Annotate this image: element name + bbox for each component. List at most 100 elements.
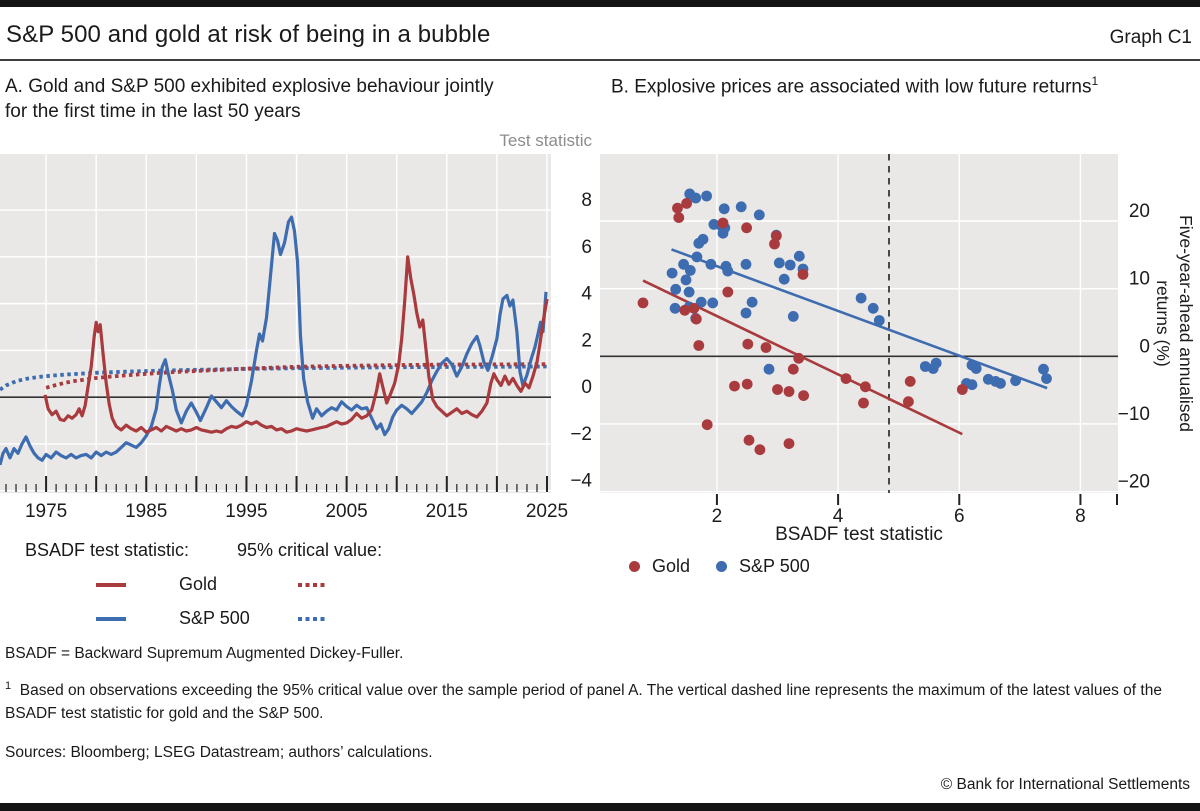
page-title: S&P 500 and gold at risk of being in a b… (6, 21, 491, 48)
sp500-scatter-point (773, 257, 785, 269)
panel-a: A. Gold and S&P 500 exhibited explosive … (0, 74, 600, 629)
gold-scatter-point (860, 381, 871, 393)
svg-text:2: 2 (581, 330, 592, 351)
gold-scatter-point (903, 396, 914, 408)
sp500-scatter-point (787, 311, 799, 322)
sp500-scatter-point (707, 297, 719, 309)
sp500-scatter-point (669, 302, 681, 314)
bottom-border-bar (0, 803, 1200, 811)
svg-text:0: 0 (1139, 336, 1150, 357)
gold-critical-line (45, 362, 548, 390)
svg-text:1985: 1985 (125, 501, 167, 522)
gold-scatter-point (679, 304, 691, 316)
sp500-scatter-point (930, 357, 942, 369)
gold-scatter-point (770, 230, 782, 242)
sp500-scatter-point (855, 292, 867, 304)
panel-a-heading: A. Gold and S&P 500 exhibited explosive … (5, 76, 494, 123)
sp500-scatter-point (666, 267, 678, 279)
gold-scatter-point (783, 438, 795, 449)
panel-b-ylabel-line1: Five-year-ahead annualised (1176, 215, 1196, 432)
svg-text:2025: 2025 (526, 501, 568, 522)
panel-a-legend: BSADF test statistic: 95% critical value… (0, 540, 600, 629)
gold-scatter-point (858, 397, 869, 409)
sp500-dot-swatch (716, 561, 728, 572)
gold-scatter-point (741, 378, 753, 390)
svg-text:8: 8 (581, 190, 592, 211)
sp500-scatter-point (753, 209, 765, 221)
gold-scatter-point (681, 198, 692, 209)
svg-text:4: 4 (581, 284, 592, 305)
panel-a-legend-header: BSADF test statistic: 95% critical value… (0, 540, 600, 561)
panel-b-heading: B. Explosive prices are associated with … (600, 74, 1200, 128)
sp500-scatter-point (970, 363, 982, 374)
panel-b-chart: 2 4 6 8 20 10 0 −10 −20 BSADF test statistic Five-… (600, 154, 1196, 545)
svg-text:−10: −10 (1118, 404, 1150, 425)
sp500-scatter-point (690, 192, 702, 204)
svg-text:1975: 1975 (25, 501, 67, 522)
panel-b-xlabel: BSADF test statistic (775, 524, 943, 545)
sp500-scatter-point (680, 274, 692, 286)
footnote-1-text: Based on observations exceeding the 95% … (5, 682, 1162, 723)
sources-line: Sources: Bloomberg; LSEG Datastream; aut… (5, 743, 433, 761)
legend-gold-label: Gold (179, 574, 218, 594)
sp500-scatter-point (722, 265, 734, 277)
legend-row-gold: Gold (0, 574, 600, 595)
gold-scatter-point (754, 444, 766, 456)
svg-text:6: 6 (954, 506, 965, 527)
sp500-scatter-point (701, 190, 712, 202)
legend-row-sp500: S&P 500 (0, 608, 600, 629)
sp500-scatter-point (740, 258, 752, 270)
gold-line (43, 255, 549, 434)
svg-text:−2: −2 (570, 424, 592, 445)
sp500-scatter-point (867, 302, 879, 314)
sp500-scatter-point (695, 296, 707, 308)
gold-scatter-point (741, 222, 752, 234)
graph-number-label: Graph C1 (1109, 27, 1192, 48)
svg-text:0: 0 (581, 377, 592, 398)
svg-text:20: 20 (1129, 201, 1150, 222)
svg-text:−4: −4 (570, 471, 592, 492)
panel-b-legend: Gold S&P 500 (600, 556, 1200, 577)
gold-scatter-point (743, 434, 755, 446)
sp500-line-swatch (96, 616, 126, 621)
panel-b-plot-area (600, 154, 1118, 493)
gold-scatter-point (729, 380, 740, 392)
panel-b-footnote-marker: 1 (1091, 74, 1099, 88)
panel-a-chart: 1975 1985 1995 2005 2015 2025 8 6 4 2 0 −2 −4 (0, 154, 592, 522)
copyright-line: © Bank for International Settlements (940, 776, 1190, 794)
gold-scatter-point (717, 217, 729, 229)
sp500-scatter-point (966, 379, 978, 391)
gold-scatter-point (840, 373, 852, 384)
top-border-bar (0, 0, 1200, 7)
gold-scatter-point (772, 384, 783, 395)
sp500-scatter-point (1038, 363, 1049, 375)
svg-text:2005: 2005 (325, 501, 367, 522)
legend-group-critical-label: 95% critical value: (237, 540, 383, 560)
legend-b-sp500-label: S&P 500 (739, 556, 810, 576)
gold-scatter-point (904, 376, 916, 387)
panel-b-heading-text: B. Explosive prices are associated with … (611, 76, 1092, 98)
sp500-scatter-point (784, 259, 796, 271)
gold-scatter-point (797, 269, 809, 280)
gold-scatter-point (722, 286, 734, 298)
svg-text:4: 4 (833, 506, 844, 527)
sp500-scatter-point (683, 286, 695, 298)
gold-scatter-point (673, 212, 685, 223)
legend-b-gold-label: Gold (652, 556, 691, 576)
sp500-scatter-point (763, 363, 775, 375)
sp500-scatter-point (705, 258, 717, 270)
footnote-1-marker: 1 (5, 680, 12, 693)
bsadf-definition: BSADF = Backward Supremum Augmented Dick… (5, 645, 404, 662)
panels-container: A. Gold and S&P 500 exhibited explosive … (0, 74, 1200, 629)
panel-a-axis-note: Test statistic (499, 131, 592, 150)
sp500-critical-swatch (298, 616, 328, 621)
sp500-scatter-point (717, 227, 729, 239)
svg-text:10: 10 (1129, 269, 1150, 290)
sp500-scatter-point (691, 251, 703, 263)
gold-scatter-point (783, 386, 795, 397)
sp500-scatter-point (778, 273, 790, 285)
gold-scatter-point (787, 363, 799, 375)
sp500-critical-line (0, 364, 548, 392)
footnote-1: 1 Based on observations exceeding the 95… (5, 679, 1194, 725)
